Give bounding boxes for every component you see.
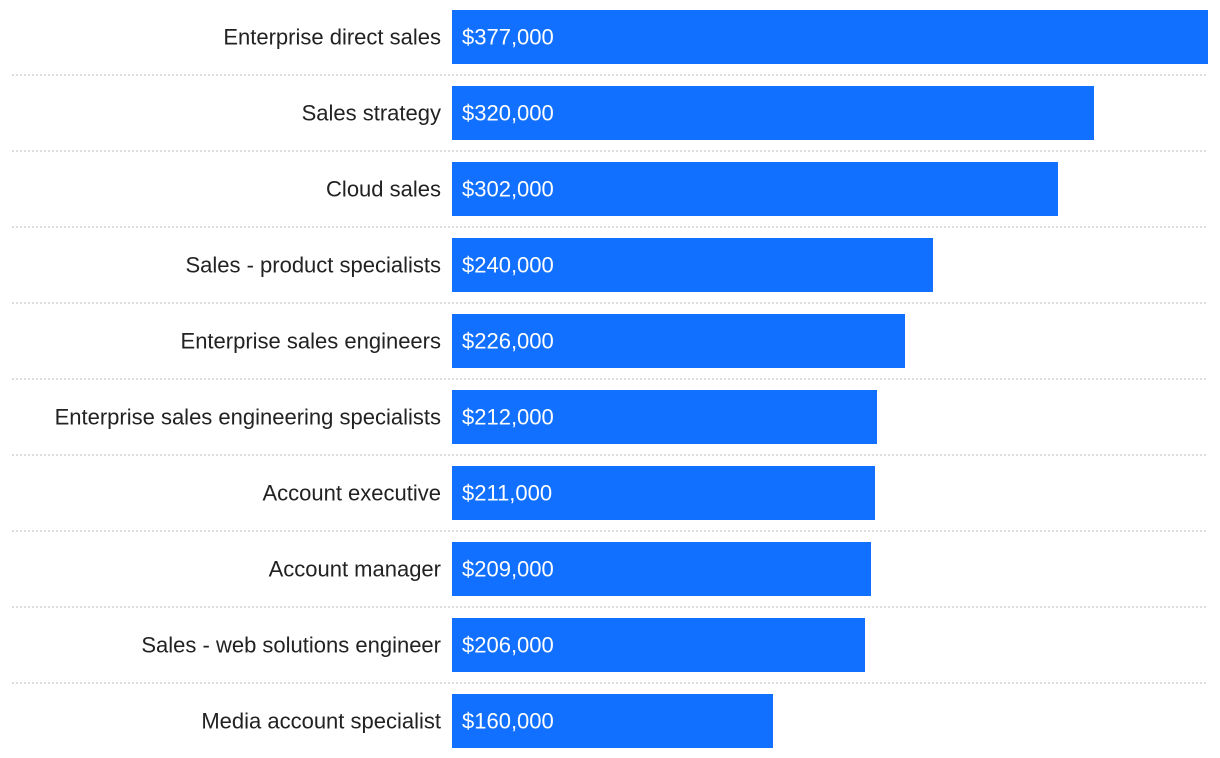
value-label-9: $160,000 [462, 709, 554, 734]
category-label-2: Cloud sales [326, 177, 441, 202]
value-label-3: $240,000 [462, 253, 554, 278]
bar-8 [452, 618, 865, 672]
bar-1 [452, 86, 1094, 140]
value-label-4: $226,000 [462, 329, 554, 354]
value-label-8: $206,000 [462, 633, 554, 658]
category-label-0: Enterprise direct sales [223, 25, 441, 50]
bar-5 [452, 390, 877, 444]
category-label-8: Sales - web solutions engineer [141, 633, 441, 658]
category-label-3: Sales - product specialists [185, 253, 441, 278]
category-label-6: Account executive [262, 481, 441, 506]
bar-6 [452, 466, 875, 520]
value-label-1: $320,000 [462, 101, 554, 126]
value-label-5: $212,000 [462, 405, 554, 430]
bar-9 [452, 694, 773, 748]
category-label-9: Media account specialist [201, 709, 441, 734]
value-label-7: $209,000 [462, 557, 554, 582]
category-label-5: Enterprise sales engineering specialists [55, 405, 441, 430]
bar-7 [452, 542, 871, 596]
bar-2 [452, 162, 1058, 216]
category-labels: Enterprise direct sales Sales strategy Clo… [55, 25, 441, 734]
category-label-1: Sales strategy [302, 101, 441, 126]
category-label-4: Enterprise sales engineers [181, 329, 441, 354]
bar-3 [452, 238, 933, 292]
category-label-7: Account manager [269, 557, 441, 582]
value-labels: $377,000 $320,000 $302,000 $240,000 $226,000… [462, 25, 554, 734]
value-label-2: $302,000 [462, 177, 554, 202]
value-label-6: $211,000 [462, 481, 552, 506]
row-separators [12, 74, 1208, 684]
bar-4 [452, 314, 905, 368]
value-label-0: $377,000 [462, 25, 554, 50]
bars-group [452, 10, 1208, 748]
bar-0 [452, 10, 1208, 64]
